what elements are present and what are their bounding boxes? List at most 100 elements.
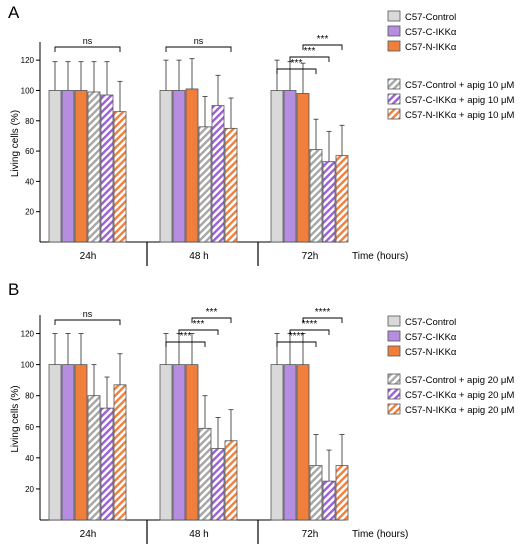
significance-bracket [54,319,121,325]
legend-swatch [387,40,401,52]
bar [113,111,127,243]
significance-bracket [191,317,232,323]
significance-bracket [276,341,317,347]
legend-swatch [387,373,401,385]
significance-label: *** [291,58,303,69]
significance-bracket [165,341,206,347]
legend-label: C57-C-IKKα [405,27,457,38]
legend-label: C57-N-IKKα [405,347,457,358]
significance-label: ns [83,309,93,319]
bar [61,364,75,521]
legend-swatch [387,78,401,90]
significance-label: **** [289,331,305,342]
bar [100,407,114,521]
bar [335,155,349,243]
bar [270,90,284,243]
significance-label: *** [193,319,205,330]
legend-swatch [387,93,401,105]
legend-swatch [387,108,401,120]
legend-label: C57-C-IKKα + apig 20 μM [405,390,515,401]
y-tick-label: 120 [21,56,35,65]
legend-label: C57-N-IKKα + apig 10 μM [405,110,515,121]
y-tick-label: 40 [25,177,34,186]
bar [322,161,336,243]
x-category-label: 48 h [189,251,208,262]
y-axis-label: Living cells (%) [10,110,21,177]
significance-label: ns [83,36,93,46]
bar [309,465,323,521]
significance-bracket [276,68,317,74]
legend-label: C57-Control + apig 10 μM [405,80,514,91]
legend-label: C57-Control + apig 20 μM [405,375,514,386]
bar [185,364,199,521]
bar [283,90,297,243]
legend-label: C57-Control [405,317,456,328]
bar [87,91,101,243]
bar [74,364,88,521]
y-tick-label: 20 [25,485,34,494]
legend-swatch [387,330,401,342]
x-category-label: 24h [80,529,97,540]
x-category-label: 24h [80,251,97,262]
bar [309,149,323,243]
bar [211,448,225,521]
bar [172,90,186,243]
bar [296,364,310,521]
bar [283,364,297,521]
x-axis-label: Time (hours) [352,251,408,262]
bar [159,364,173,521]
legend-swatch [387,25,401,37]
panel-label: B [8,280,19,299]
bar [61,90,75,243]
significance-label: *** [304,46,316,57]
bar [224,127,238,243]
significance-bracket [165,46,232,52]
significance-label: **** [302,319,318,330]
y-tick-label: 120 [21,330,35,339]
x-category-label: 72h [302,529,319,540]
y-tick-label: 20 [25,208,34,217]
legend-swatch [387,10,401,22]
significance-bracket [302,44,343,50]
legend-label: C57-N-IKKα [405,42,457,53]
significance-bracket [54,46,121,52]
legend-swatch [387,315,401,327]
y-axis-label: Living cells (%) [10,385,21,452]
y-tick-label: 100 [21,361,35,370]
x-category-label: 72h [302,251,319,262]
bar [87,395,101,521]
bar [335,465,349,521]
legend-label: C57-Control [405,12,456,23]
chart-panel-b: B 20 40 60 80 100 120 Living cells (%) 24h 48 h 72… [8,280,515,544]
bar [211,105,225,243]
y-tick-label: 80 [25,392,34,401]
legend-label: C57-C-IKKα [405,332,457,343]
legend-swatch [387,345,401,357]
y-tick-label: 60 [25,147,34,156]
y-tick-label: 40 [25,454,34,463]
bar [198,427,212,521]
bar [224,440,238,521]
bar [270,364,284,521]
bar [185,88,199,243]
bar [322,480,336,521]
bar [100,94,114,243]
bar [198,126,212,243]
bar [48,90,62,243]
bar [74,90,88,243]
chart-panel-a: A 20 40 60 80 100 120 Living cells (%) 24h 48 h 72… [8,3,515,266]
y-tick-label: 80 [25,117,34,126]
significance-bracket [289,56,330,62]
legend-label: C57-C-IKKα + apig 10 μM [405,95,515,106]
bar [159,90,173,243]
significance-bracket [289,329,330,335]
significance-label: **** [315,307,331,318]
bar [172,364,186,521]
legend-label: C57-N-IKKα + apig 20 μM [405,405,515,416]
legend-swatch [387,388,401,400]
significance-label: *** [180,331,192,342]
bar [48,364,62,521]
y-tick-label: 60 [25,423,34,432]
x-axis-label: Time (hours) [352,529,408,540]
